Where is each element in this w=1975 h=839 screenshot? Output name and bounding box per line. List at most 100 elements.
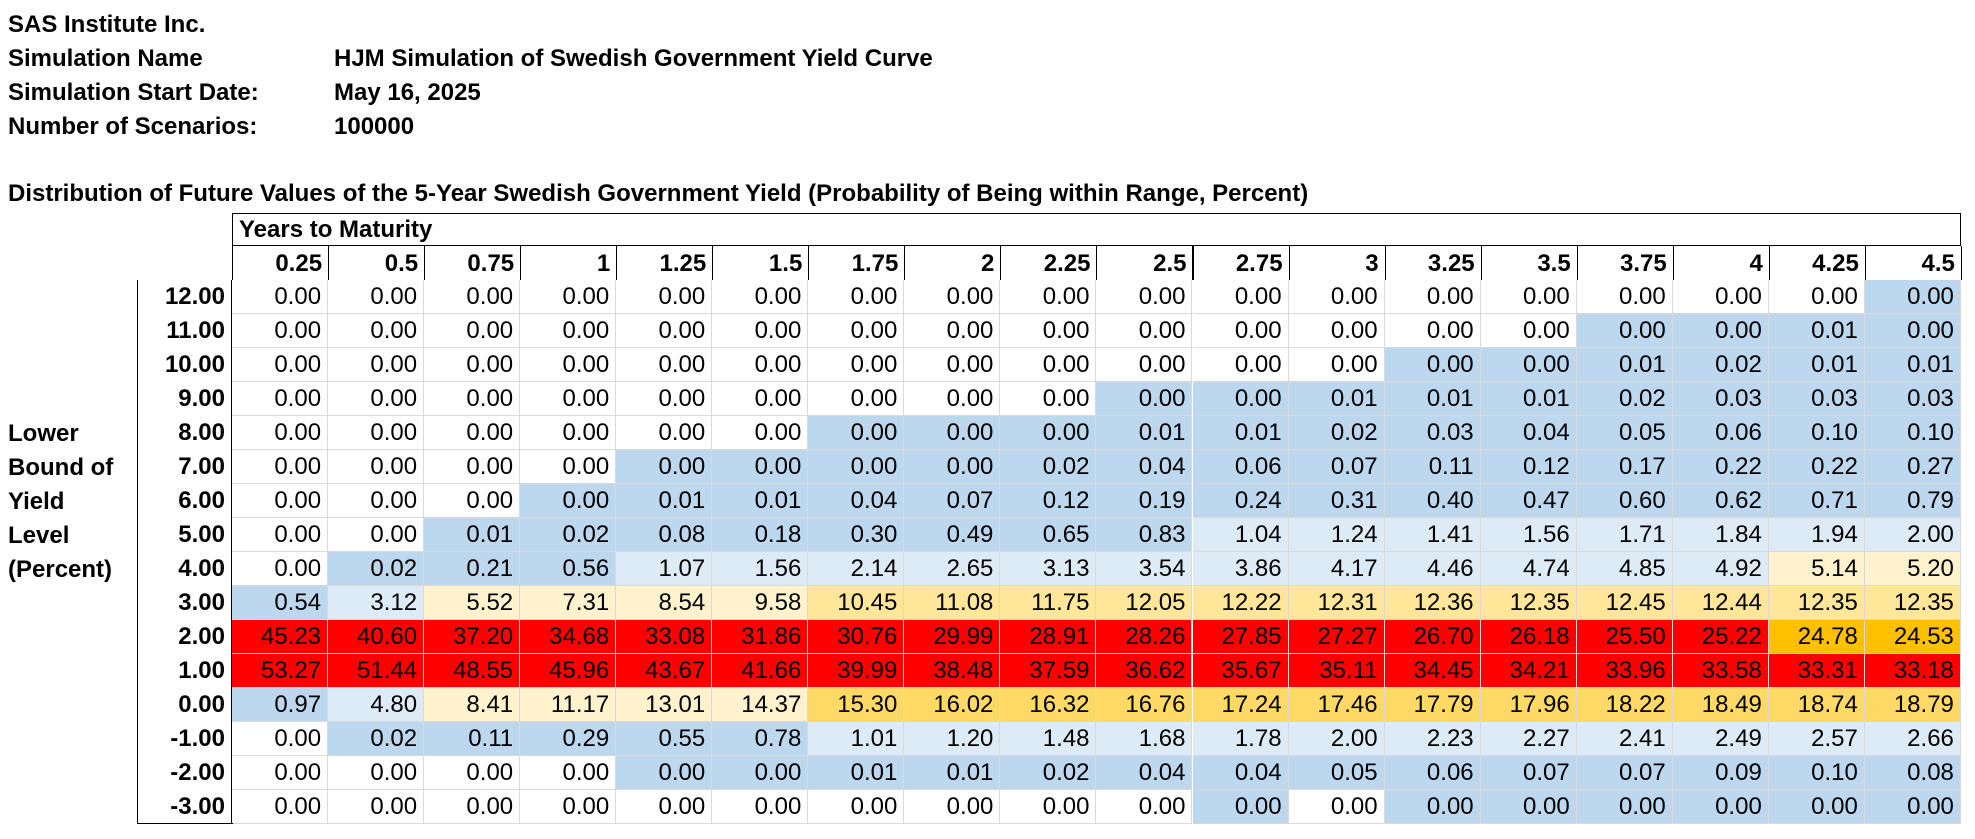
- table-cell: 0.00: [904, 382, 1001, 416]
- column-header: 4.25: [1768, 246, 1866, 280]
- table-cell: 3.12: [328, 586, 425, 620]
- table-cell: 41.66: [712, 654, 809, 688]
- table-cell: 0.00: [1672, 314, 1769, 348]
- header-label: Simulation Name: [8, 45, 203, 72]
- table-cell: 0.00: [1384, 280, 1481, 314]
- table-cell: 0.02: [520, 518, 617, 552]
- table-cell: 0.00: [328, 790, 425, 824]
- column-header: 3.25: [1384, 246, 1482, 280]
- table-cell: 0.30: [808, 518, 905, 552]
- row-axis-label-line: Yield: [8, 488, 65, 515]
- table-cell: 0.02: [1288, 416, 1385, 450]
- table-row: 7.00 0.00 0.00 0.00 0.00 0.00 0.00 0.00 0.00 0.02…: [137, 450, 1961, 484]
- table-cell: 0.97: [232, 688, 329, 722]
- table-cell: 0.00: [808, 280, 905, 314]
- table-row: 10.00 0.00 0.00 0.00 0.00 0.00 0.00 0.00 0.00 0.0…: [137, 348, 1961, 382]
- table-cell: 4.17: [1288, 552, 1385, 586]
- table-cell: 0.56: [520, 552, 617, 586]
- table-cell: 0.00: [520, 790, 617, 824]
- table-cell: 0.00: [232, 722, 329, 756]
- table-cell: 12.45: [1576, 586, 1673, 620]
- table-cell: 0.01: [1768, 314, 1865, 348]
- table-cell: 0.00: [520, 314, 617, 348]
- table-cell: 17.96: [1480, 688, 1577, 722]
- column-header: 0.5: [328, 246, 426, 280]
- table-cell: 27.27: [1288, 620, 1385, 654]
- column-header: 2.25: [1000, 246, 1098, 280]
- row-axis-label: Lower Bound of Yield Level (Percent): [8, 417, 113, 587]
- table-cell: 0.06: [1384, 756, 1481, 790]
- column-header: 2.5: [1096, 246, 1194, 280]
- table-row: 0.00 0.97 4.80 8.41 11.17 13.01 14.37 15.30 16.0…: [137, 688, 1961, 722]
- table-cell: 12.36: [1384, 586, 1481, 620]
- table-cell: 0.18: [712, 518, 809, 552]
- table-row: 9.00 0.00 0.00 0.00 0.00 0.00 0.00 0.00 0.00 0.00…: [137, 382, 1961, 416]
- table-cell: 0.00: [904, 416, 1001, 450]
- table-cell: 0.00: [1000, 382, 1097, 416]
- table-row: 3.00 0.54 3.12 5.52 7.31 8.54 9.58 10.45 11.08 11…: [137, 586, 1961, 620]
- table-cell: 0.07: [1576, 756, 1673, 790]
- table-cell: 0.08: [616, 518, 713, 552]
- table-cell: 0.00: [1192, 348, 1289, 382]
- table-cell: 13.01: [616, 688, 713, 722]
- table-cell: 0.04: [1096, 450, 1193, 484]
- table-cell: 0.03: [1384, 416, 1481, 450]
- table-cell: 0.08: [1864, 756, 1961, 790]
- row-label: 12.00: [137, 280, 232, 314]
- table-cell: 0.00: [424, 790, 521, 824]
- table-cell: 0.00: [424, 348, 521, 382]
- table-cell: 0.27: [1864, 450, 1961, 484]
- table-bottom-border: [137, 823, 233, 824]
- table-cell: 0.79: [1864, 484, 1961, 518]
- table-cell: 0.00: [1192, 382, 1289, 416]
- table-cell: 0.00: [328, 518, 425, 552]
- table-cell: 0.00: [616, 790, 713, 824]
- table-cell: 0.00: [1672, 280, 1769, 314]
- table-cell: 0.71: [1768, 484, 1865, 518]
- table-cell: 26.18: [1480, 620, 1577, 654]
- column-header: 0.75: [424, 246, 522, 280]
- table-cell: 48.55: [424, 654, 521, 688]
- table-cell: 34.68: [520, 620, 617, 654]
- table-cell: 0.00: [712, 348, 809, 382]
- table-cell: 1.20: [904, 722, 1001, 756]
- table-cell: 0.00: [904, 450, 1001, 484]
- table-cell: 1.68: [1096, 722, 1193, 756]
- row-axis-label-line: Level: [8, 522, 70, 549]
- table-cell: 1.24: [1288, 518, 1385, 552]
- table-cell: 16.76: [1096, 688, 1193, 722]
- table-cell: 0.00: [424, 416, 521, 450]
- table-cell: 0.00: [712, 416, 809, 450]
- table-cell: 25.22: [1672, 620, 1769, 654]
- table-row: 12.00 0.00 0.00 0.00 0.00 0.00 0.00 0.00 0.00 0.0…: [137, 280, 1961, 314]
- table-cell: 35.11: [1288, 654, 1385, 688]
- table-cell: 0.00: [328, 756, 425, 790]
- table-cell: 0.00: [1288, 280, 1385, 314]
- table-cell: 0.05: [1576, 416, 1673, 450]
- table-row: -3.00 0.00 0.00 0.00 0.00 0.00 0.00 0.00 0.00 0.0…: [137, 790, 1961, 824]
- table-cell: 0.01: [1576, 348, 1673, 382]
- table-cell: 0.00: [232, 314, 329, 348]
- header-value: 100000: [334, 113, 415, 140]
- table-cell: 4.74: [1480, 552, 1577, 586]
- table-cell: 1.71: [1576, 518, 1673, 552]
- table-cell: 0.00: [1192, 314, 1289, 348]
- table-cell: 0.55: [616, 722, 713, 756]
- table-cell: 3.13: [1000, 552, 1097, 586]
- table-cell: 0.00: [1384, 348, 1481, 382]
- table-cell: 0.21: [424, 552, 521, 586]
- row-label: 0.00: [137, 688, 232, 722]
- table-cell: 18.22: [1576, 688, 1673, 722]
- table-cell: 2.65: [904, 552, 1001, 586]
- table-cell: 0.00: [616, 280, 713, 314]
- table-cell: 12.31: [1288, 586, 1385, 620]
- row-label: 9.00: [137, 382, 232, 416]
- table-cell: 33.96: [1576, 654, 1673, 688]
- table-cell: 9.58: [712, 586, 809, 620]
- table-row: -1.00 0.00 0.02 0.11 0.29 0.55 0.78 1.01 1.20 1.4…: [137, 722, 1961, 756]
- table-cell: 2.14: [808, 552, 905, 586]
- table-cell: 0.00: [1192, 790, 1289, 824]
- table-cell: 35.67: [1192, 654, 1289, 688]
- table-cell: 0.00: [1576, 790, 1673, 824]
- table-cell: 2.66: [1864, 722, 1961, 756]
